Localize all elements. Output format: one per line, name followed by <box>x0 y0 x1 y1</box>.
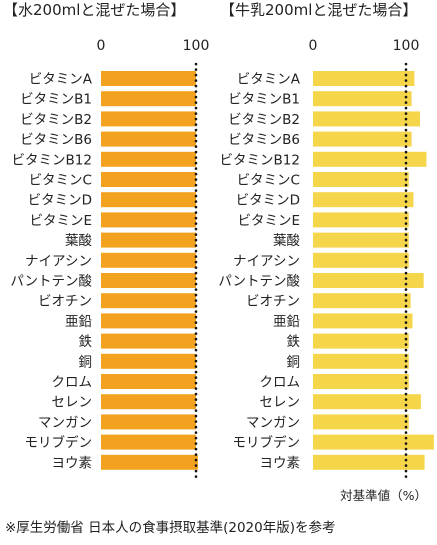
bar <box>313 212 409 228</box>
footnote: ※厚生労働省 日本人の食事摂取基準(2020年版)を参考 <box>5 519 336 536</box>
category-label: 鉄 <box>287 334 301 350</box>
bar <box>101 252 196 268</box>
category-label: 亜鉛 <box>65 314 92 330</box>
bar <box>313 131 412 147</box>
bar <box>101 131 196 147</box>
category-label: マンガン <box>38 415 92 431</box>
category-label: マンガン <box>246 415 300 431</box>
category-label: セレン <box>52 395 93 411</box>
bar <box>313 273 424 288</box>
bar <box>313 434 434 450</box>
x-tick-label: 0 <box>97 38 106 54</box>
unit-label: 対基準値（%） <box>340 488 427 503</box>
category-label: モリブデン <box>233 434 301 451</box>
category-label: ビタミンE <box>237 213 300 229</box>
category-label: 亜鉛 <box>273 314 300 330</box>
category-label: ビタミンC <box>237 173 300 189</box>
bar <box>101 172 196 187</box>
bar <box>313 333 409 349</box>
category-label: ビタミンB6 <box>228 132 300 148</box>
x-tick-label: 100 <box>393 38 420 54</box>
category-label: ビタミンB6 <box>20 132 92 148</box>
bar <box>101 91 196 107</box>
category-label: クロム <box>52 375 93 391</box>
chart-panel-2: 【牛乳200mlと混ぜた場合】 0 100 ビタミンA ビタミンB1 ビタミンB2 ビタミン… <box>218 1 434 480</box>
category-label: ビタミンB2 <box>20 112 92 128</box>
category-label: ビタミンA <box>29 72 93 88</box>
bar <box>313 232 409 248</box>
bar <box>101 151 196 167</box>
category-label: ビタミンE <box>29 213 92 229</box>
bar <box>101 414 196 430</box>
category-label: パントテン酸 <box>10 274 92 290</box>
bar <box>313 454 425 470</box>
bar <box>101 374 196 389</box>
bar <box>101 313 196 329</box>
category-label: 銅 <box>79 354 93 370</box>
bar <box>101 232 196 248</box>
bar <box>101 273 196 288</box>
bar <box>101 394 196 410</box>
category-label: 銅 <box>287 354 301 370</box>
chart-title: 【水200mlと混ぜた場合】 <box>3 1 185 19</box>
bar <box>101 212 196 228</box>
bar <box>313 151 427 167</box>
category-label: 葉酸 <box>65 233 92 249</box>
bar <box>313 192 414 208</box>
category-label: クロム <box>260 375 301 391</box>
bar <box>313 414 409 430</box>
category-label: 葉酸 <box>273 233 300 249</box>
bar <box>313 374 409 389</box>
category-label: ビタミンB2 <box>228 112 300 128</box>
category-label: ビタミンD <box>236 193 300 209</box>
category-label: ビオチン <box>38 294 92 310</box>
category-label: モリブデン <box>25 434 93 451</box>
x-tick-label: 0 <box>309 38 318 54</box>
category-label: ビタミンD <box>28 193 92 209</box>
category-label: ナイアシン <box>233 253 300 269</box>
category-label: ビタミンB1 <box>228 92 300 108</box>
bar <box>101 293 196 309</box>
bar <box>313 91 412 107</box>
category-label: ビタミンC <box>29 173 92 189</box>
category-label: ヨウ素 <box>260 455 301 471</box>
category-label: ビタミンB12 <box>220 152 300 168</box>
bar <box>313 313 413 329</box>
bar <box>313 111 420 127</box>
category-label: ヨウ素 <box>52 455 93 471</box>
bar <box>101 434 196 450</box>
category-label: ビタミンB1 <box>20 92 92 108</box>
x-tick-label: 100 <box>183 38 210 54</box>
bar <box>101 333 196 349</box>
bar <box>313 293 411 309</box>
bar <box>313 71 415 86</box>
category-label: ナイアシン <box>25 253 92 269</box>
bar <box>101 353 196 369</box>
bar <box>101 454 198 470</box>
bar <box>101 111 196 127</box>
bar <box>101 192 196 208</box>
bar <box>313 172 409 187</box>
category-label: セレン <box>260 395 301 411</box>
category-label: パントテン酸 <box>218 274 300 290</box>
category-label: ビタミンA <box>237 72 301 88</box>
category-label: 鉄 <box>79 334 93 350</box>
category-label: ビタミンB12 <box>12 152 92 168</box>
bar <box>313 252 409 268</box>
chart-panel-1: 【水200mlと混ぜた場合】 0 100 ビタミンA ビタミンB1 ビタミンB2 ビタミンB… <box>3 1 210 480</box>
chart-title: 【牛乳200mlと混ぜた場合】 <box>220 1 417 19</box>
bar <box>313 394 421 410</box>
category-label: ビオチン <box>246 294 300 310</box>
bar <box>313 353 409 369</box>
bar <box>101 71 196 86</box>
